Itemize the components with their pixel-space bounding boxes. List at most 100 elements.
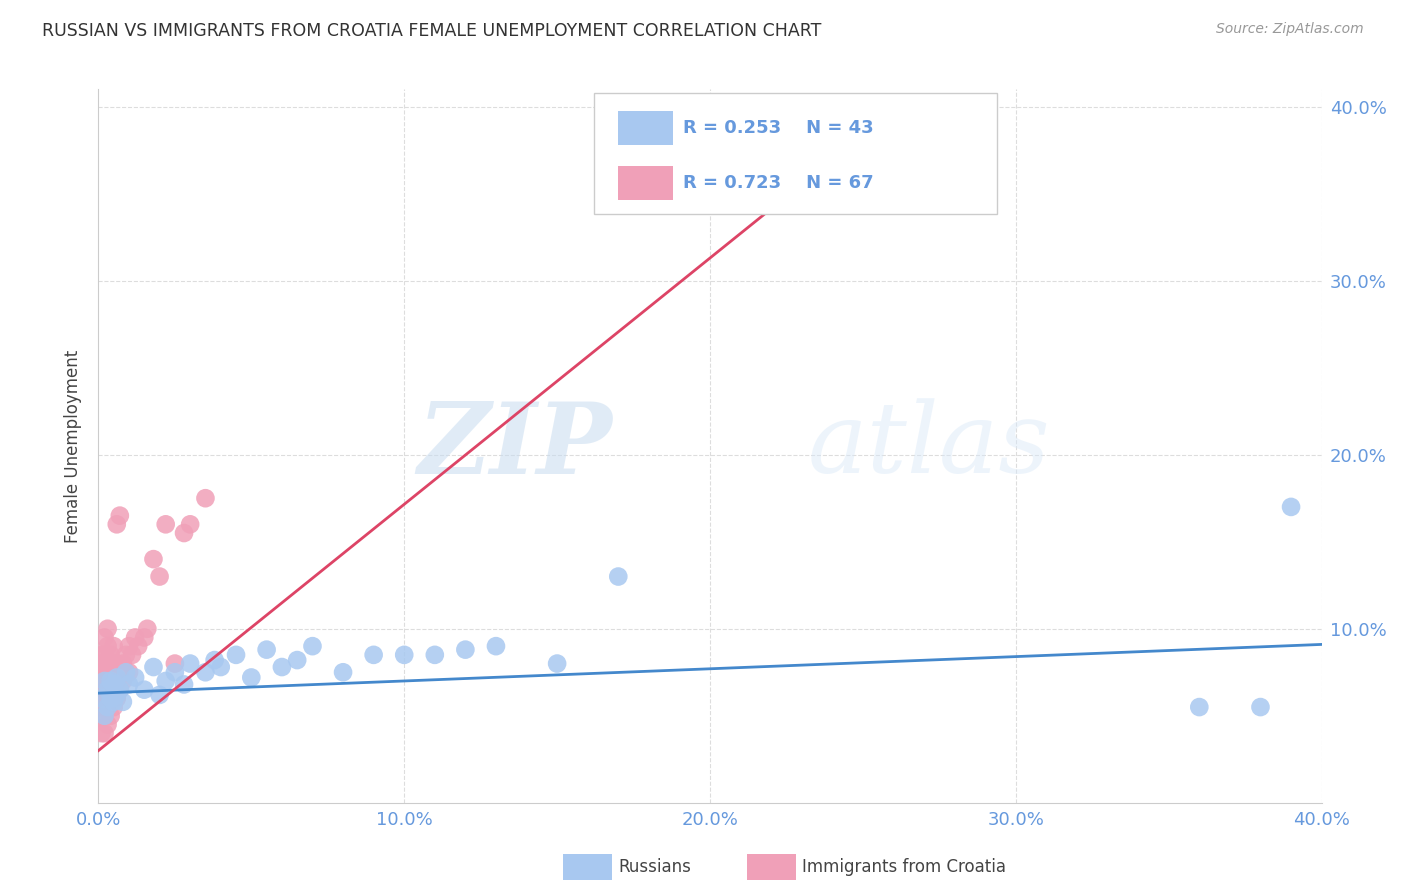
Point [105,691,128,706]
Point [97,657,120,671]
Point [97,682,120,697]
Point [163,665,186,680]
Point [97,639,120,653]
Point [103,695,125,709]
Point [90,691,112,706]
Y-axis label: Female Unemployment: Female Unemployment [65,350,83,542]
Point [100,673,122,688]
Point [118,665,141,680]
Point [134,631,156,645]
Point [240,671,263,685]
Point [97,665,120,680]
Point [90,671,112,685]
Point [285,653,308,667]
Point [1249,700,1271,714]
Point [149,569,172,583]
Point [90,682,112,697]
Point [93,665,115,680]
FancyBboxPatch shape [593,93,997,214]
Point [124,631,146,645]
Point [204,653,226,667]
Point [423,648,446,662]
Point [93,673,115,688]
Point [179,517,201,532]
Point [90,700,112,714]
Point [90,691,112,706]
Point [90,708,112,723]
Point [105,671,128,685]
Point [100,691,122,706]
Point [93,682,115,697]
Text: atlas: atlas [808,399,1050,493]
Point [93,691,115,706]
Point [173,526,195,541]
Point [93,648,115,662]
Point [136,622,159,636]
Point [93,700,115,714]
Point [852,135,875,149]
Point [103,657,125,671]
Point [607,569,630,583]
Point [93,631,115,645]
Point [155,673,177,688]
Point [93,657,115,671]
Point [392,648,416,662]
Point [194,665,217,680]
Point [93,726,115,740]
Point [97,622,120,636]
Point [118,677,141,691]
Point [103,677,125,691]
Text: RUSSIAN VS IMMIGRANTS FROM CROATIA FEMALE UNEMPLOYMENT CORRELATION CHART: RUSSIAN VS IMMIGRANTS FROM CROATIA FEMAL… [42,22,821,40]
Point [225,648,247,662]
Point [97,717,120,731]
Point [163,657,186,671]
Text: R = 0.253    N = 43: R = 0.253 N = 43 [683,119,873,136]
Point [111,695,134,709]
Point [124,671,146,685]
Text: Russians: Russians [619,858,692,876]
Point [118,639,141,653]
Point [97,700,120,714]
Point [142,660,165,674]
Point [90,657,112,671]
Point [270,660,292,674]
Point [127,639,149,653]
Point [142,552,165,566]
Point [1188,700,1211,714]
Point [149,688,172,702]
Point [93,708,115,723]
Point [105,688,128,702]
Point [108,665,131,680]
Point [97,691,120,706]
Point [100,682,122,697]
FancyBboxPatch shape [619,111,673,145]
Point [485,639,508,653]
Point [90,648,112,662]
FancyBboxPatch shape [564,855,612,880]
Point [115,665,138,680]
Point [105,673,128,688]
Point [454,642,477,657]
Point [111,673,134,688]
Text: R = 0.723    N = 67: R = 0.723 N = 67 [683,174,873,192]
Point [97,673,120,688]
Point [115,665,138,680]
Point [90,673,112,688]
Point [134,682,156,697]
Text: ZIP: ZIP [418,398,612,494]
Point [108,682,131,697]
Point [111,657,134,671]
Point [93,677,115,691]
Point [301,639,323,653]
Point [105,657,128,671]
Point [115,648,138,662]
Point [100,665,122,680]
Point [179,657,201,671]
Point [256,642,278,657]
Point [194,491,217,506]
Point [108,682,131,697]
Point [97,682,120,697]
Point [108,508,131,523]
Point [363,648,385,662]
Point [93,708,115,723]
